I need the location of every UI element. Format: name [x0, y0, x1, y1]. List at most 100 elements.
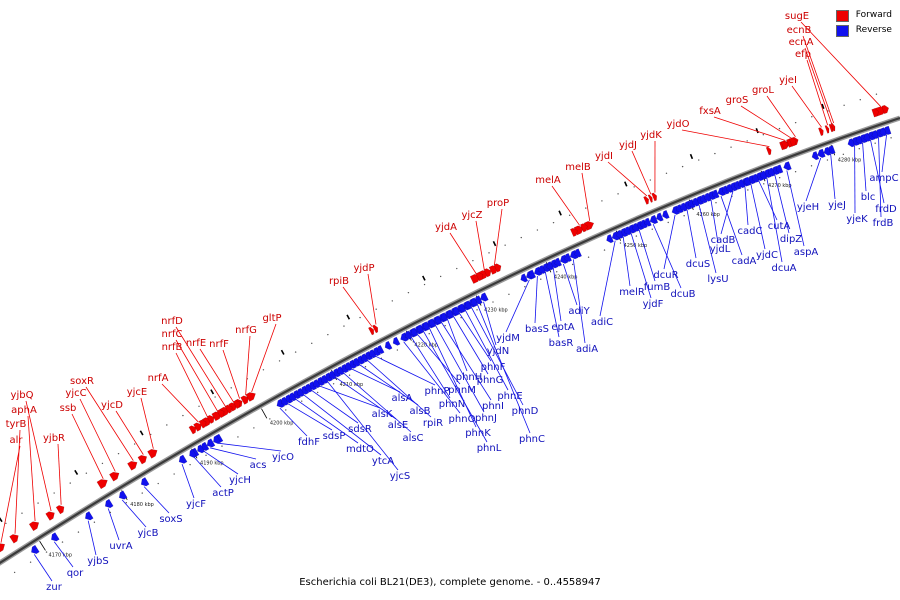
track-dot — [665, 172, 668, 174]
reverse-gene-label: phnJ — [475, 413, 497, 424]
reverse-gene-label: phnN — [439, 399, 466, 410]
forward-gene — [9, 534, 19, 544]
reverse-gene-label: ampC — [869, 173, 898, 184]
forward-gene — [55, 505, 65, 515]
forward-gene — [45, 511, 55, 521]
forward-gene-block — [188, 425, 197, 435]
reverse-gene-label: dcuB — [670, 289, 695, 300]
track-dot — [619, 242, 622, 244]
track-dot — [714, 152, 716, 155]
reverse-gene-label: frdB — [873, 218, 894, 229]
track-dot — [649, 179, 652, 181]
forward-gene-leader — [14, 429, 21, 534]
kbp-tick-label: 4200 kbp — [270, 420, 294, 426]
track-dot — [157, 482, 159, 485]
track-dot — [635, 235, 638, 237]
reverse-gene-label: phnL — [477, 443, 502, 454]
track-dot — [262, 369, 265, 371]
reverse-gene-leader — [786, 170, 805, 247]
reverse-gene-leader — [53, 541, 74, 568]
reverse-gene-block — [360, 353, 369, 363]
forward-gene-leader — [79, 398, 116, 472]
reverse-gene-label: phnG — [477, 375, 504, 386]
track-mark — [346, 314, 351, 320]
track-dot — [571, 263, 574, 266]
reverse-gene — [84, 511, 94, 521]
reverse-gene-label: yjdF — [643, 299, 664, 310]
kbp-tick — [261, 408, 268, 419]
forward-gene-leader — [800, 21, 882, 107]
reverse-gene-label: phnI — [482, 401, 504, 412]
forward-gene — [643, 196, 649, 205]
forward-gene-label: yjbR — [43, 433, 65, 444]
legend-reverse: Reverse — [835, 23, 892, 38]
reverse-gene — [533, 266, 543, 276]
reverse-gene-leader — [483, 301, 497, 346]
track-dot — [364, 366, 367, 368]
reverse-gene-block — [336, 366, 345, 376]
reverse-gene-leader — [121, 499, 147, 528]
forward-gene-label: nrfG — [235, 325, 257, 336]
track-dot — [311, 342, 313, 345]
reverse-gene-leader — [193, 456, 222, 488]
reverse-gene-leader — [870, 140, 885, 204]
reverse-gene-block — [676, 204, 684, 214]
track-dot — [5, 522, 7, 525]
track-dot — [617, 193, 619, 195]
reverse-gene-block — [662, 209, 670, 219]
reverse-gene — [611, 231, 621, 241]
track-mark — [689, 153, 694, 160]
reverse-gene-label: adiA — [576, 344, 598, 355]
reverse-gene-leader — [453, 316, 489, 375]
reverse-gene-block — [546, 261, 555, 271]
legend-forward: Forward — [835, 8, 892, 23]
reverse-gene-label: yjdL — [710, 244, 731, 255]
forward-gene-leader — [367, 273, 377, 325]
reverse-gene-label: cadB — [711, 235, 736, 246]
forward-gene — [368, 326, 375, 336]
forward-gene — [818, 127, 824, 136]
forward-gene-block — [569, 227, 578, 237]
forward-gene-label: nrfC — [162, 329, 183, 340]
reverse-gene-block — [352, 357, 361, 367]
reverse-gene-block — [281, 396, 289, 406]
reverse-gene — [400, 332, 409, 342]
track-mark — [492, 240, 497, 247]
forward-gene-label: groL — [752, 85, 774, 96]
track-dot — [460, 316, 462, 319]
reverse-gene-block — [528, 269, 537, 279]
forward-gene-leader — [631, 150, 652, 195]
reverse-gene-leader — [652, 223, 682, 289]
reverse-gene-leader — [423, 331, 488, 443]
forward-gene-leader — [493, 208, 503, 266]
track-dot — [524, 286, 526, 288]
reverse-gene-leader — [774, 174, 790, 234]
reverse-gene-label: yjcB — [137, 528, 158, 539]
forward-gene-leader — [681, 129, 770, 148]
track-dot — [552, 221, 555, 224]
reverse-gene-label: basR — [549, 338, 574, 349]
reverse-gene-label: dcuA — [771, 263, 796, 274]
track-dot — [488, 252, 490, 254]
track-dot — [278, 360, 281, 362]
reverse-gene-block — [688, 199, 696, 209]
track-dot — [13, 571, 16, 574]
kbp-tick-label: 4250 kbp — [624, 243, 648, 249]
track-dot — [858, 148, 860, 150]
reverse-gene-leader — [107, 508, 120, 541]
forward-gene-leader — [251, 323, 277, 393]
track-dot — [133, 443, 136, 445]
forward-gene — [109, 471, 120, 482]
forward-gene-label: yjcC — [65, 388, 86, 399]
reverse-gene-leader — [295, 398, 359, 444]
track-dot — [85, 472, 88, 474]
track-dot — [189, 463, 191, 466]
reverse-gene-leader — [862, 143, 867, 192]
track-dot — [456, 267, 458, 270]
reverse-gene-leader — [209, 447, 257, 460]
reverse-gene-leader — [375, 355, 436, 386]
forward-gene-leader — [475, 220, 485, 271]
reverse-gene-block — [213, 435, 221, 445]
track-dot — [269, 418, 271, 420]
